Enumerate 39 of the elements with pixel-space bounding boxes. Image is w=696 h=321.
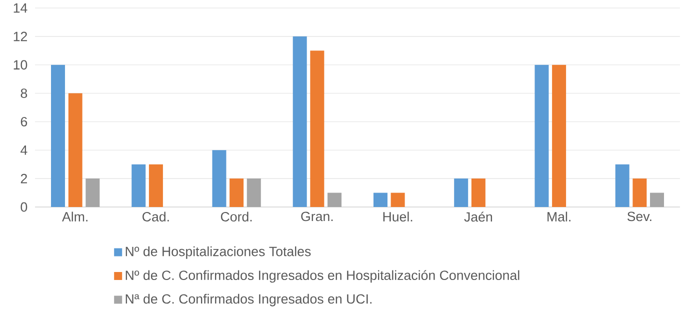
x-tick-label: Jaén (464, 212, 492, 222)
bar (86, 178, 100, 207)
bar (310, 50, 324, 207)
bar (328, 192, 342, 207)
x-tick-label: Cord. (220, 212, 252, 222)
bar (212, 150, 226, 207)
y-tick-label: 6 (20, 116, 28, 126)
x-tick-label: Mal. (548, 212, 570, 222)
bar (552, 64, 566, 207)
x-tick-label: Sev. (627, 212, 652, 222)
legend-label: Nº de C. Confirmados Ingresados en Hospitalización Convencional (126, 270, 520, 283)
bar (50, 64, 65, 207)
bar (246, 178, 261, 207)
legend-label: Nª de C. Confirmados Ingresados en UCI. (126, 294, 372, 306)
legend-label: Nº de Hospitalizaciones Totales (126, 246, 311, 259)
x-tick-label: Huel. (383, 212, 412, 222)
y-tick-label: 8 (20, 88, 28, 98)
bar (615, 164, 630, 207)
x-tick-label: Gran. (301, 212, 333, 222)
bar (471, 178, 486, 207)
bar (390, 192, 405, 207)
y-tick-label: 10 (14, 60, 28, 70)
bar (132, 164, 146, 207)
bar (148, 164, 163, 207)
bar (68, 93, 82, 207)
x-tick-label: Alm. (62, 212, 88, 222)
y-tick-label: 12 (14, 32, 27, 42)
y-tick-label: 4 (20, 146, 28, 155)
bar (230, 178, 244, 207)
bar (632, 178, 647, 207)
y-tick-label: 14 (14, 3, 28, 13)
y-tick-label: 2 (20, 174, 27, 184)
bar (373, 192, 388, 207)
bar (534, 64, 549, 207)
bar (454, 178, 468, 207)
y-tick-label: 0 (20, 202, 28, 212)
x-tick-label: Cad. (142, 212, 169, 222)
bar (292, 36, 307, 207)
bar (650, 192, 664, 207)
